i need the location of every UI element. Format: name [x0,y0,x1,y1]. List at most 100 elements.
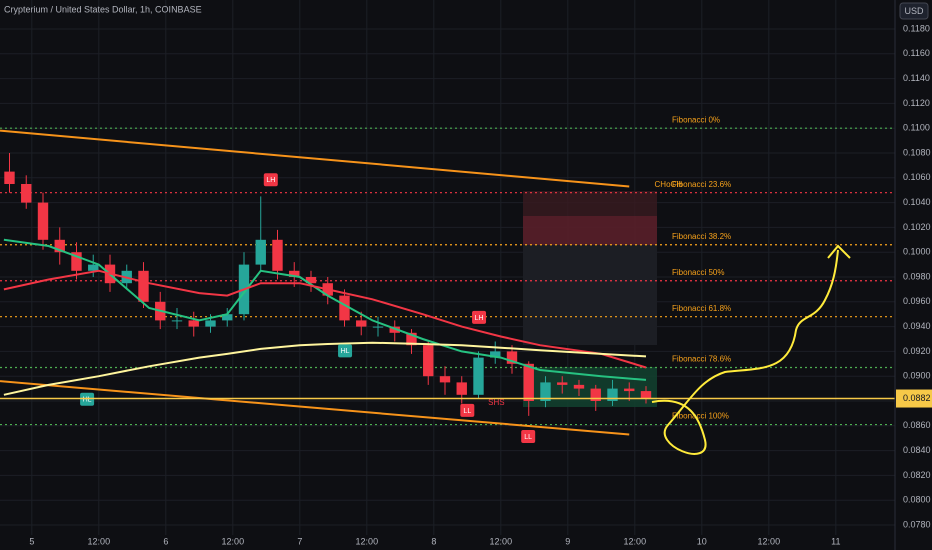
x-tick-label: 5 [29,536,34,546]
swing-label: HL [341,348,350,355]
y-tick-label: 0.0900 [903,371,931,381]
candle-body [406,332,417,346]
stop-zone-inner [523,216,657,245]
x-tick-label: 6 [163,536,168,546]
fib-label: Fibonacci 0% [672,115,720,124]
candle-body [37,202,49,240]
y-tick-label: 0.1180 [903,23,930,33]
y-tick-label: 0.0800 [903,495,931,505]
candle-body [289,270,300,277]
fib-label: Fibonacci 50% [672,268,724,277]
chart-title: Crypterium / United States Dollar, 1h, C… [4,4,202,14]
x-tick-label: 10 [697,536,707,546]
candle-body [21,184,32,203]
grid [0,0,895,535]
candle-body [188,320,199,327]
y-tick-label: 0.1120 [903,98,930,108]
fib-label: Fibonacci 78.6% [672,355,731,364]
candle-body [372,326,384,328]
candle-body [205,320,216,327]
y-tick-label: 0.1160 [903,48,930,58]
candle-body [640,391,652,399]
x-tick-label: 12:00 [222,536,245,546]
swing-label: LL [463,408,471,415]
candle-body [356,320,367,327]
y-tick-label: 0.0780 [903,519,931,529]
x-tick-label: 11 [831,536,840,546]
candle-body [607,388,618,401]
x-tick-label: 12:00 [356,536,379,546]
candle-body [339,295,350,321]
currency[interactable]: USD [904,6,924,16]
series-layer: Fibonacci 0% Fibonacci 23.6% Fibonacci 38.… [0,115,895,443]
y-tick-label: 0.1100 [903,123,930,133]
candle-body [71,252,82,271]
axes: 0.07800.08000.08200.08400.08600.08800.09… [29,23,932,546]
moving-average [3,341,647,396]
y-tick-label: 0.0980 [903,271,931,281]
candle-body [456,382,467,395]
candle-body [305,277,317,284]
last-price-box [896,389,932,408]
candle-body [272,239,283,271]
last-price-label: 0.0882 [903,393,931,403]
hand-drawn-arrow [651,244,851,455]
plot-area: Fibonacci 0% Fibonacci 23.6% Fibonacci 38.… [0,115,895,455]
trend-line [0,129,630,188]
x-tick-label: 12:00 [624,536,647,546]
range-zone [523,245,657,345]
candle-body [88,264,99,271]
swing-label: HL [83,397,92,404]
y-tick-label: 0.1080 [903,147,931,157]
candle-body [590,388,601,401]
candle-body [439,376,451,383]
y-tick-label: 0.0860 [903,420,931,430]
y-tick-label: 0.0920 [903,346,931,356]
note: CHoCH [655,180,683,189]
swing-label-box [472,310,487,324]
y-tick-label: 0.0960 [903,296,931,306]
moving-average [3,269,647,369]
y-tick-label: 0.0940 [903,321,931,331]
candle-body [523,363,534,401]
x-tick-label: 12:00 [490,536,513,546]
x-tick-label: 12:00 [758,536,781,546]
swing-label: LH [475,315,484,322]
fib-label: Fibonacci 61.8% [672,304,731,313]
candle-body [222,314,233,321]
swing-label-box [338,344,353,358]
x-tick-label: 8 [431,536,436,546]
candle-body [54,239,65,253]
y-tick-label: 0.1020 [903,222,931,232]
trend-line [0,380,630,436]
candle-body [423,345,434,377]
swing-label-box [521,429,536,443]
x-tick-label: 9 [565,536,570,546]
candle-body [4,171,15,184]
y-tick-label: 0.1140 [903,73,930,83]
candle-body [557,382,568,385]
x-tick-label: 12:00 [88,536,111,546]
y-tick-label: 0.1040 [903,197,931,207]
swing-label: LH [266,177,275,184]
currency-box[interactable] [899,2,929,20]
candle-body [624,388,635,392]
y-tick-label: 0.1000 [903,247,931,257]
candle-body [171,320,183,322]
swing-label-box [263,173,278,187]
candle-body [473,357,484,395]
x-tick-label: 7 [297,536,302,546]
y-tick-label: 0.1060 [903,172,931,182]
note: SHS [488,398,504,407]
candle-body [490,351,501,358]
swing-label-box [460,403,475,417]
fib-label: Fibonacci 100% [672,412,729,421]
fib-label: Fibonacci 23.6% [672,180,731,189]
candle-body [138,270,149,302]
candle-body [540,382,551,401]
candle-body [573,384,585,389]
candle-body [506,351,518,364]
